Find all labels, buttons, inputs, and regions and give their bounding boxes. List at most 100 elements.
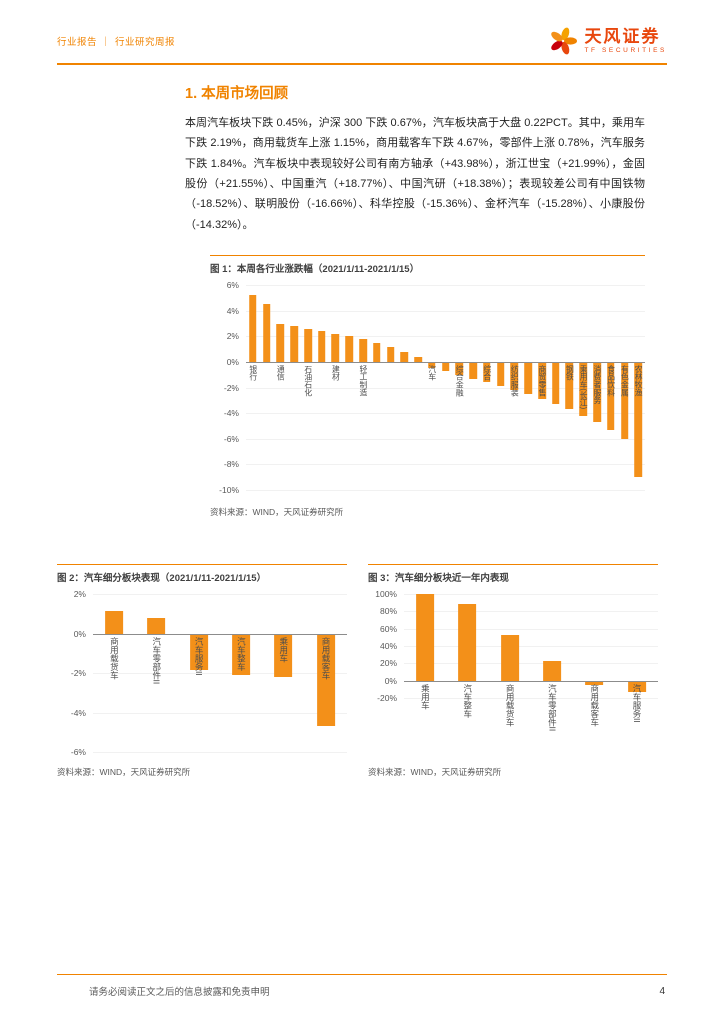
grid-line [404, 611, 658, 613]
bar [249, 295, 257, 362]
brand-subtitle: TF SECURITIES [584, 46, 667, 54]
bar [416, 594, 435, 681]
figure-row: 图 2：汽车细分板块表现（2021/1/11-2021/1/15） 2% 0% -2… [57, 564, 667, 779]
footer-divider [57, 973, 667, 975]
header-separator: ｜ [101, 37, 112, 48]
bar-slot: 消费者服务 [590, 285, 604, 490]
bar [400, 351, 409, 362]
category-label: 石油石化 [303, 364, 313, 397]
y-tick-label: -8% [223, 459, 239, 470]
bar-slot: 商贸零售 [535, 285, 549, 490]
category-label: 纺织服装 [510, 364, 520, 397]
figure-1: 图 1：本周各行业涨跌幅（2021/1/11-2021/1/15） 6% 4% 2%… [210, 255, 645, 519]
bar-slot: 银行 [246, 285, 260, 490]
bar [496, 361, 505, 387]
bar-slot: 商用载货车 [489, 594, 531, 726]
y-tick-label: 60% [379, 623, 397, 634]
bar [345, 336, 354, 362]
report-body: 1. 本周市场回顾 本周汽车板块下跌 0.45%，沪深 300 下跌 0.67%… [57, 65, 667, 779]
bar [316, 633, 335, 726]
y-axis: 100% 80% 60% 40% 20% 0% -20% [368, 589, 404, 703]
bar-slot [411, 285, 425, 490]
bar-slot [260, 285, 274, 490]
figure-2: 图 2：汽车细分板块表现（2021/1/11-2021/1/15） 2% 0% -2… [57, 564, 347, 779]
bar-slot: 汽车零部件II [531, 594, 573, 731]
bars-container: 乘用车 汽车整车 商用载货车 汽车零部件II 商用载客车 汽车服务II [404, 594, 658, 731]
bar-slot: 建材 [329, 285, 343, 490]
plot-area: 银行 通信 石油石化 建材 轻工制造 汽车 综合金融 综合 纺织服装 商贸零售 钢铁 乘用车(长江) 消… [246, 285, 645, 492]
bar [290, 326, 298, 362]
bar [593, 361, 601, 423]
bar-slot: 汽车零部件II [135, 594, 177, 752]
category-label: 消费者服务 [592, 364, 602, 404]
bar-slot: 石油石化 [301, 285, 315, 490]
bar-slot: 商用载货车 [93, 594, 135, 752]
bar-slot: 商用载客车 [573, 594, 615, 726]
category-label: 商贸零售 [537, 364, 547, 397]
bar-slot [397, 285, 411, 490]
zero-axis-line [246, 361, 645, 363]
report-category: 行业报告 [57, 37, 98, 48]
bar [510, 361, 519, 391]
bar [105, 610, 124, 634]
bar [579, 361, 588, 416]
y-tick-label: 6% [226, 280, 239, 291]
category-label: 有色金属 [620, 364, 630, 397]
bar [428, 361, 436, 368]
bar [441, 361, 450, 371]
grid-line [246, 413, 645, 415]
category-label: 轻工制造 [358, 364, 368, 397]
report-subtype: 行业研究周报 [115, 37, 176, 48]
bar [524, 361, 532, 394]
bar-slot: 综合金融 [452, 285, 466, 490]
bar-slot: 乘用车 [404, 594, 446, 709]
y-tick-label: 4% [226, 305, 239, 316]
bar [414, 356, 422, 362]
market-review-section: 1. 本周市场回顾 本周汽车板块下跌 0.45%，沪深 300 下跌 0.67%… [185, 82, 645, 235]
y-tick-label: 100% [375, 589, 397, 600]
bars-container: 银行 通信 石油石化 建材 轻工制造 汽车 综合金融 综合 纺织服装 商贸零售 钢铁 乘用车(长江) 消… [246, 285, 645, 490]
disclaimer-text: 请务必阅读正文之后的信息披露和免责申明 [89, 987, 270, 998]
page-number: 4 [659, 985, 665, 997]
category-label: 商用载客车 [589, 683, 600, 727]
bar [372, 342, 381, 362]
bar [147, 618, 166, 634]
bar [386, 346, 395, 362]
bar [455, 361, 464, 375]
bar-slot: 汽车服务II [178, 594, 220, 752]
figure-2-source: 资料来源：WIND，天风证券研究所 [57, 767, 191, 778]
bar-slot: 有色金属 [618, 285, 632, 490]
y-tick-label: 2% [73, 589, 86, 600]
grid-line [93, 752, 347, 754]
y-tick-label: 0% [384, 675, 397, 686]
figure-3-caption: 图 3：汽车细分板块近一年内表现 [368, 564, 658, 594]
bar [500, 634, 519, 681]
bar-slot: 纺织服装 [508, 285, 522, 490]
bar-slot: 汽车整车 [220, 594, 262, 752]
category-label: 银行 [248, 364, 258, 381]
grid-line [246, 336, 645, 338]
category-label: 钢铁 [565, 364, 575, 381]
page-header: 行业报告｜行业研究周报 天风证券 TF SECURITIES [57, 0, 667, 56]
category-label: 汽车服务II [194, 636, 205, 676]
bar-slot: 食品饮料 [604, 285, 618, 490]
section-title: 1. 本周市场回顾 [185, 86, 289, 102]
grid-line [93, 712, 347, 714]
y-tick-label: -6% [223, 433, 239, 444]
bar-slot: 综合 [480, 285, 494, 490]
bar-slot: 乘用车(长江) [576, 285, 590, 490]
body-paragraph: 本周汽车板块下跌 0.45%，沪深 300 下跌 0.67%，汽车板块高于大盘 … [185, 117, 645, 231]
tf-logo-flower-icon [551, 27, 578, 55]
y-tick-label: -2% [70, 668, 86, 679]
bar-slot [494, 285, 508, 490]
y-tick-label: -20% [377, 693, 397, 704]
category-label: 汽车整车 [462, 683, 473, 718]
brand-block: 天风证券 TF SECURITIES [548, 26, 667, 56]
bar-slot: 汽车 [425, 285, 439, 490]
page-footer: 请务必阅读正文之后的信息披露和免责申明 4 [57, 973, 667, 1024]
bar-slot: 通信 [274, 285, 288, 490]
bar [189, 633, 208, 670]
y-axis: 2% 0% -2% -4% -6% [57, 589, 93, 757]
category-label: 食品饮料 [606, 364, 616, 397]
